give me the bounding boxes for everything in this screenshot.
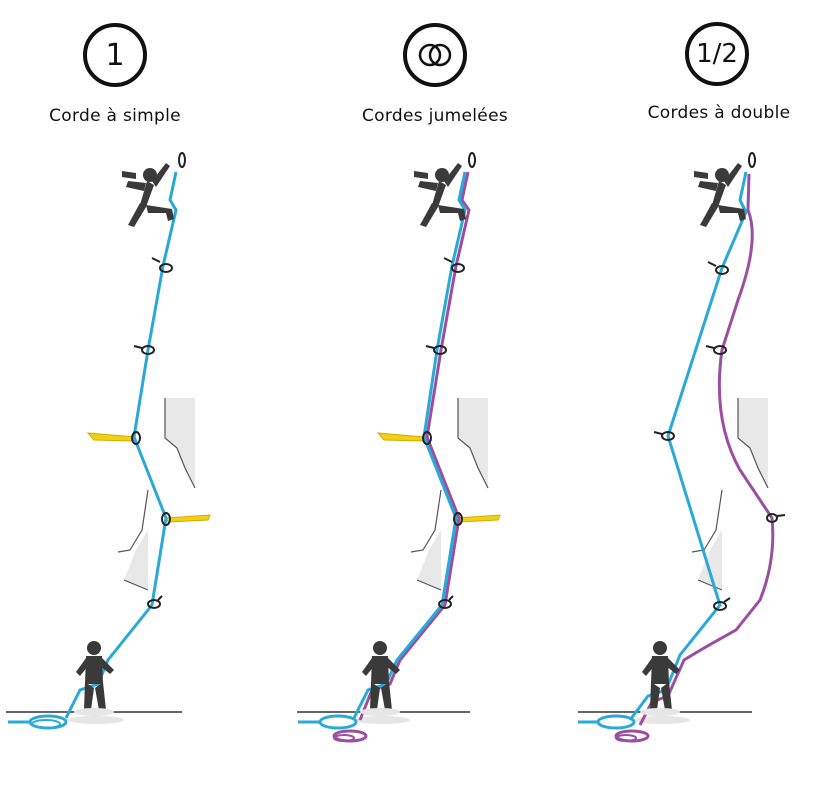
single-rope-caption: Corde à simple [49, 106, 181, 126]
twin-rings-icon [418, 43, 452, 67]
half-rope-illustration [578, 152, 786, 743]
blue-rope [64, 171, 178, 719]
single-rope-badge-text: 1 [105, 37, 125, 73]
yellow-sling [165, 514, 211, 523]
rope-coil [298, 714, 368, 743]
single-rope-badge: 1 [83, 23, 147, 87]
single-rope-illustration [6, 152, 211, 730]
twin-rope-caption: Cordes jumelées [362, 106, 508, 126]
yellow-sling [376, 432, 425, 442]
rope-coil [578, 714, 650, 743]
half-rope-badge-text: 1/2 [696, 39, 738, 69]
climber-silhouette [694, 163, 746, 227]
climber-silhouette [122, 163, 174, 227]
twin-rope-illustration [297, 152, 501, 743]
belayer-silhouette [640, 641, 680, 716]
purple-rope [638, 173, 775, 726]
half-rope-caption: Cordes à double [647, 103, 791, 123]
climber-silhouette [414, 163, 466, 227]
belayer-silhouette [74, 641, 114, 716]
half-rope-badge: 1/2 [685, 22, 749, 86]
twin-rope-badge [403, 23, 467, 87]
blue-rope [352, 171, 467, 719]
yellow-sling [86, 432, 136, 442]
rope-coil [8, 714, 68, 730]
